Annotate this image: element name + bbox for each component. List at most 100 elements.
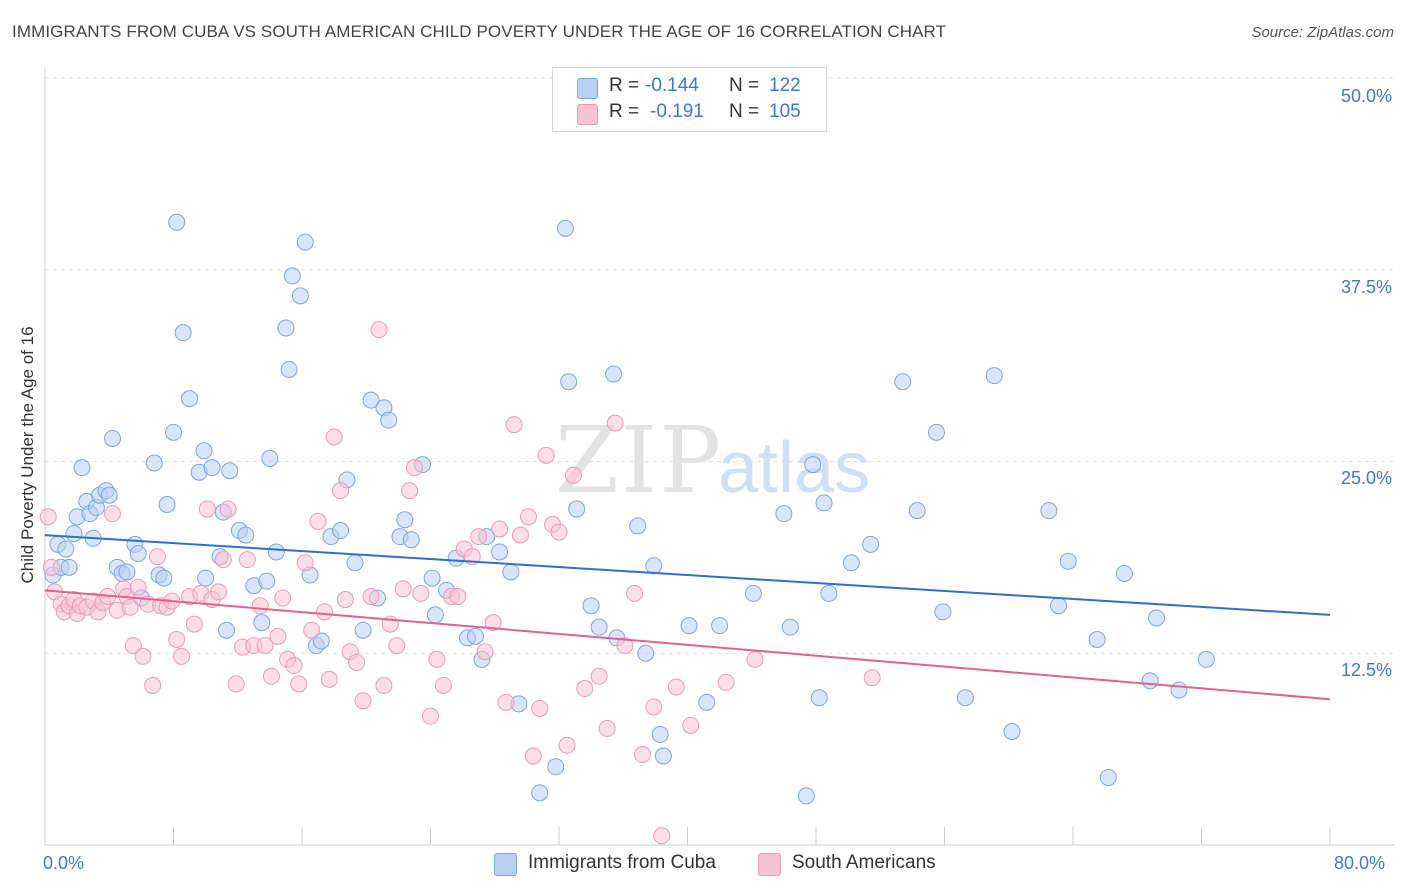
data-point: [531, 784, 549, 802]
data-point: [388, 637, 406, 655]
watermark-zip: ZIP: [555, 407, 723, 514]
data-point: [214, 551, 232, 569]
data-point: [797, 787, 815, 805]
data-point: [401, 482, 419, 500]
chart-title: IMMIGRANTS FROM CUBA VS SOUTH AMERICAN C…: [12, 22, 947, 41]
data-point: [582, 597, 600, 615]
trend-line: [44, 534, 1331, 616]
data-point: [332, 482, 350, 500]
data-point: [422, 707, 439, 725]
n-value: 122: [769, 75, 801, 96]
data-point: [39, 508, 57, 526]
data-point: [698, 693, 716, 711]
data-point: [484, 614, 502, 632]
data-point: [491, 543, 509, 561]
data-point: [100, 486, 118, 504]
data-point: [277, 319, 295, 337]
data-point: [258, 572, 276, 590]
pink-swatch-icon: [758, 853, 781, 876]
data-point: [634, 745, 652, 763]
data-point: [251, 597, 269, 615]
data-point: [303, 621, 321, 639]
blue-swatch-icon: [577, 78, 598, 99]
data-point: [267, 543, 285, 561]
data-point: [815, 494, 833, 512]
data-point: [103, 429, 121, 447]
data-point: [283, 267, 301, 285]
data-point: [309, 512, 327, 530]
data-point: [423, 569, 441, 587]
data-point: [645, 698, 663, 716]
data-point: [332, 522, 350, 540]
data-point: [1148, 609, 1166, 627]
data-point: [680, 617, 698, 635]
data-point: [449, 587, 467, 605]
data-point: [590, 618, 608, 636]
data-point: [124, 637, 142, 655]
data-point: [394, 580, 412, 598]
data-point: [1197, 650, 1215, 668]
data-point: [820, 584, 838, 602]
data-point: [221, 462, 239, 480]
data-point: [1088, 630, 1106, 648]
data-point: [73, 459, 91, 477]
data-point: [1050, 597, 1068, 615]
data-point: [219, 500, 237, 518]
data-point: [775, 505, 793, 523]
pink-swatch-icon: [577, 104, 598, 125]
data-point: [320, 670, 338, 688]
data-point: [550, 523, 568, 541]
data-point: [42, 558, 60, 576]
data-point: [60, 558, 78, 576]
data-point: [256, 637, 274, 655]
data-point: [744, 584, 762, 602]
data-point: [426, 606, 444, 624]
data-point: [312, 632, 330, 650]
data-point: [336, 591, 354, 609]
n-value: 105: [769, 101, 801, 122]
data-point: [531, 699, 549, 717]
y-tick-12-5: 12.5%: [1340, 660, 1392, 680]
data-point: [174, 324, 192, 342]
data-point: [148, 548, 166, 566]
data-point: [466, 627, 484, 645]
data-point: [296, 233, 314, 251]
data-point: [402, 531, 420, 549]
y-tick-25: 25.0%: [1340, 468, 1392, 488]
data-point: [934, 603, 952, 621]
trend-lines: [44, 534, 1331, 701]
data-point: [315, 603, 333, 621]
data-point: [502, 563, 520, 581]
data-point: [181, 390, 199, 408]
n-label: N =: [729, 75, 760, 96]
data-point: [396, 511, 414, 529]
data-point: [927, 423, 945, 441]
source-label: Source: ZipAtlas.com: [1251, 24, 1394, 41]
blue-swatch-icon: [494, 853, 517, 876]
data-point: [155, 569, 173, 587]
data-point: [354, 692, 372, 710]
data-point: [129, 578, 147, 596]
data-point: [606, 414, 624, 432]
x-tick-min: 0.0%: [43, 853, 85, 873]
n-label: N =: [729, 101, 760, 122]
trend-line: [44, 589, 1331, 701]
data-point: [253, 614, 271, 632]
watermark: ZIP atlas: [555, 407, 870, 514]
data-point: [428, 650, 446, 668]
r-value: -0.191: [650, 101, 704, 122]
r-label: R =: [609, 75, 640, 96]
data-point: [168, 213, 186, 231]
data-point: [1059, 552, 1077, 570]
data-point: [280, 360, 298, 378]
data-point: [145, 454, 163, 472]
legend-label: South Americans: [792, 852, 936, 873]
data-point: [560, 373, 578, 391]
data-point: [956, 689, 974, 707]
y-axis-label: Child Poverty Under the Age of 16: [18, 326, 37, 584]
data-point: [227, 675, 245, 693]
data-point: [103, 505, 121, 523]
data-point: [810, 689, 828, 707]
correlation-legend: R = -0.144 N = 122 R = -0.191 N = 105: [552, 67, 827, 132]
data-point: [556, 219, 574, 237]
